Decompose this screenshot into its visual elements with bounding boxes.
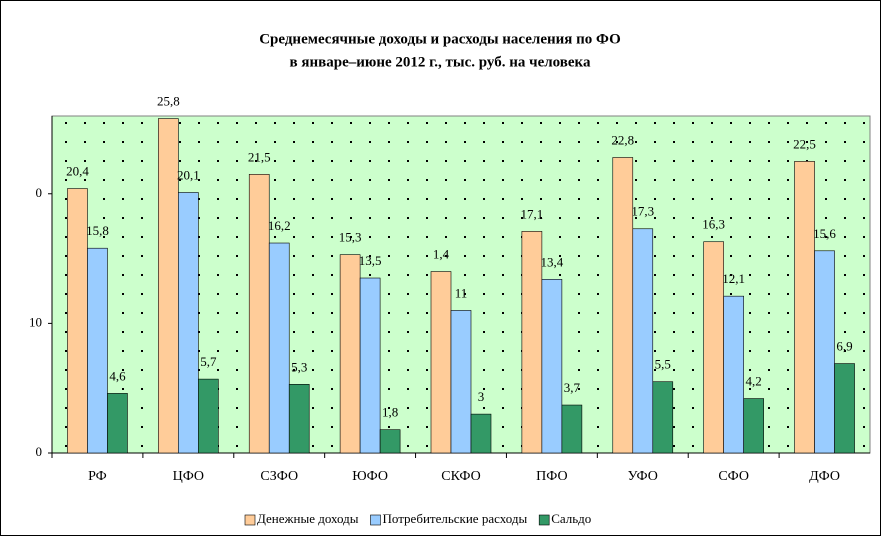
legend-label: Денежные доходы (257, 511, 359, 526)
bar (612, 157, 634, 454)
value-label: 16,3 (702, 217, 725, 232)
value-label: 15,3 (339, 230, 362, 245)
x-tick-label: ДФО (809, 469, 840, 484)
value-label: 15,6 (813, 226, 836, 241)
x-tick-label: ПФО (536, 469, 567, 484)
bar (198, 378, 219, 454)
bar (248, 174, 270, 454)
y-tick-label: 10 (29, 314, 42, 329)
bar (834, 363, 855, 454)
bar (814, 250, 835, 454)
legend-swatch (244, 514, 256, 526)
chart-title: Среднемесячные доходы и расходы населени… (259, 31, 621, 47)
bar (450, 310, 472, 454)
bar (430, 271, 452, 454)
bar (794, 161, 815, 454)
bar (268, 242, 290, 454)
x-tick-label: СКФО (441, 469, 480, 484)
value-label: 3 (478, 389, 485, 404)
y-tick-label: 0 (36, 444, 43, 459)
value-label: 17,1 (521, 206, 544, 221)
chart-title: в январе–июне 2012 г., тыс. руб. на чело… (290, 54, 591, 70)
value-label: 13,4 (541, 254, 564, 269)
value-label: 1,4 (433, 247, 450, 262)
value-label: 21,5 (248, 149, 271, 164)
bar (703, 241, 724, 454)
bar (743, 398, 764, 454)
legend-label: Сальдо (551, 511, 591, 526)
value-label: 17,3 (631, 204, 654, 219)
value-label: 12,1 (722, 271, 745, 286)
bar (359, 277, 381, 454)
y-tick-label: 0 (36, 185, 43, 200)
value-label: 1,8 (382, 405, 398, 420)
value-label: 20,1 (177, 167, 200, 182)
value-label: 16,2 (268, 218, 291, 233)
bar (470, 413, 492, 454)
x-tick-label: ЮФО (352, 469, 388, 484)
legend-label: Потребительские расходы (383, 511, 528, 526)
value-label: 4,2 (746, 374, 762, 389)
value-label: 13,5 (359, 253, 382, 268)
legend-swatch (370, 514, 381, 526)
x-tick-label: СЗФО (260, 469, 298, 484)
bar (723, 295, 744, 454)
value-label: 22,5 (793, 136, 816, 151)
bar (67, 188, 88, 454)
legend-swatch (538, 514, 550, 526)
x-tick-label: СФО (718, 469, 749, 484)
bar (521, 231, 543, 454)
value-label: 25,8 (157, 94, 180, 109)
value-label: 11 (455, 285, 468, 300)
value-label: 5,5 (655, 357, 671, 372)
value-label: 5,7 (200, 354, 217, 369)
bar (561, 404, 583, 454)
value-label: 4,6 (109, 368, 126, 383)
value-label: 5,3 (291, 359, 307, 374)
value-label: 15,8 (86, 223, 109, 238)
x-tick-label: УФО (628, 469, 658, 484)
bar (178, 192, 199, 454)
value-label: 6,9 (836, 339, 852, 354)
value-label: 3,7 (564, 380, 581, 395)
bar (87, 247, 108, 454)
bar (288, 384, 310, 454)
bar (652, 381, 674, 454)
bar (158, 118, 179, 454)
bar (107, 393, 128, 454)
bar (541, 279, 563, 454)
bar (379, 429, 401, 454)
bar (339, 254, 361, 454)
value-label: 22,8 (611, 132, 634, 147)
x-tick-label: РФ (88, 469, 107, 484)
x-tick-label: ЦФО (173, 469, 204, 484)
bar (632, 228, 654, 454)
value-label: 20,4 (66, 164, 89, 179)
